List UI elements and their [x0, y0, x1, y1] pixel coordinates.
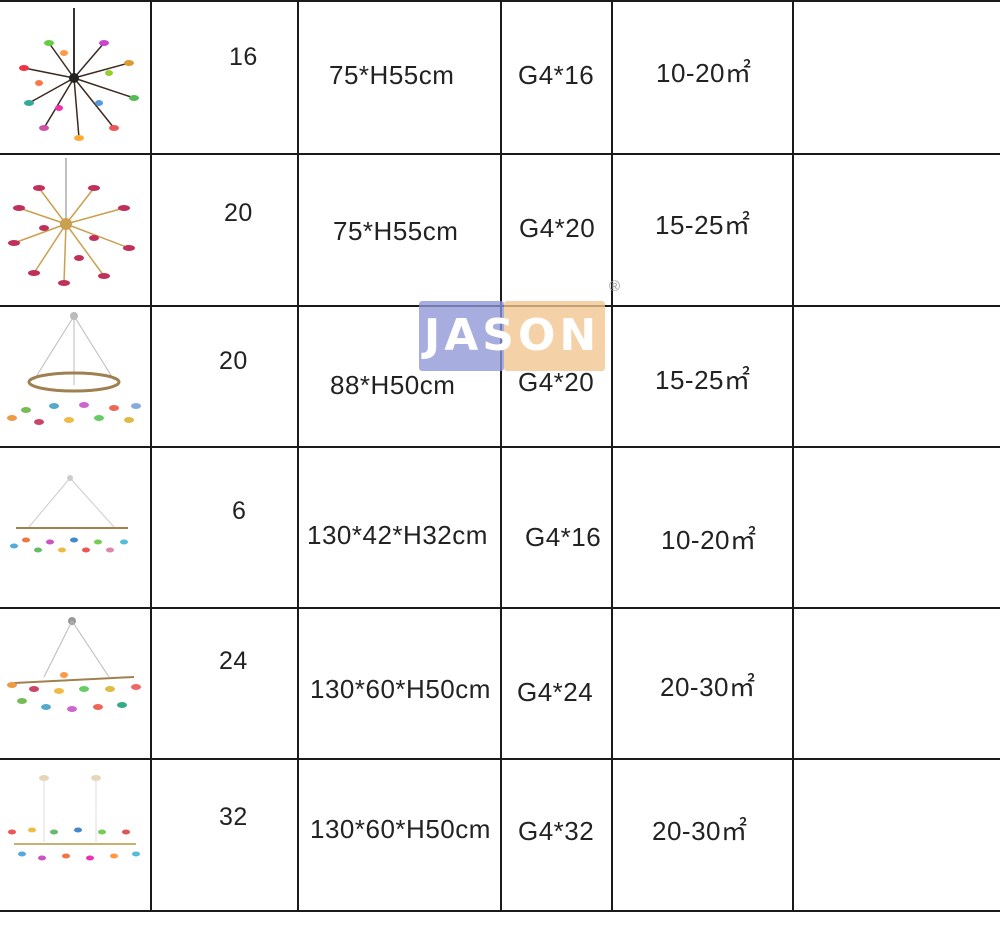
- size-value: 130*60*H50cm: [310, 674, 491, 704]
- linear-chandelier-small-icon: [10, 475, 128, 553]
- lamp-value: G4*20: [518, 367, 595, 397]
- row-divider: [0, 0, 1000, 2]
- row-divider: [0, 607, 1000, 609]
- leaf-chandelier-pink-icon: [8, 158, 135, 286]
- column-divider: [297, 0, 299, 911]
- area-value: 10-20㎡: [661, 525, 757, 555]
- brand-watermark-logo: JASON: [419, 301, 605, 371]
- leaf-chandelier-small-icon: [19, 8, 139, 141]
- ring-chandelier-icon: [7, 312, 141, 425]
- size-value: 88*H50cm: [330, 370, 456, 400]
- row-divider: [0, 446, 1000, 448]
- size-value: 130*60*H50cm: [310, 814, 491, 844]
- column-divider: [500, 0, 502, 911]
- lamp-value: G4*24: [517, 677, 594, 707]
- bulb-count: 6: [232, 497, 247, 525]
- column-divider: [792, 0, 794, 911]
- size-value: 75*H55cm: [333, 216, 459, 246]
- bulb-count: 20: [224, 199, 253, 227]
- linear-chandelier-large-icon: [8, 775, 140, 861]
- bulb-count: 32: [219, 803, 248, 831]
- row-divider: [0, 910, 1000, 912]
- branch-chandelier-icon: [7, 617, 141, 712]
- lamp-value: G4*20: [519, 213, 596, 243]
- logo-right-block: [504, 301, 605, 371]
- row-divider: [0, 153, 1000, 155]
- size-value: 130*42*H32cm: [307, 520, 488, 550]
- area-value: 20-30㎡: [652, 816, 748, 846]
- registered-mark: ®: [609, 278, 621, 295]
- area-value: 15-25㎡: [655, 365, 751, 395]
- size-value: 75*H55cm: [329, 60, 455, 90]
- area-value: 15-25㎡: [655, 210, 751, 240]
- lamp-value: G4*16: [518, 60, 595, 90]
- column-divider: [150, 0, 152, 911]
- bulb-count: 16: [229, 43, 258, 71]
- column-divider: [611, 0, 613, 911]
- logo-text: JASON: [423, 310, 601, 361]
- bulb-count: 24: [219, 647, 248, 675]
- lamp-value: G4*16: [525, 522, 602, 552]
- row-divider: [0, 758, 1000, 760]
- bulb-count: 20: [219, 347, 248, 375]
- lamp-value: G4*32: [518, 816, 595, 846]
- area-value: 20-30㎡: [660, 672, 756, 702]
- area-value: 10-20㎡: [656, 58, 752, 88]
- logo-left-block: [419, 301, 504, 371]
